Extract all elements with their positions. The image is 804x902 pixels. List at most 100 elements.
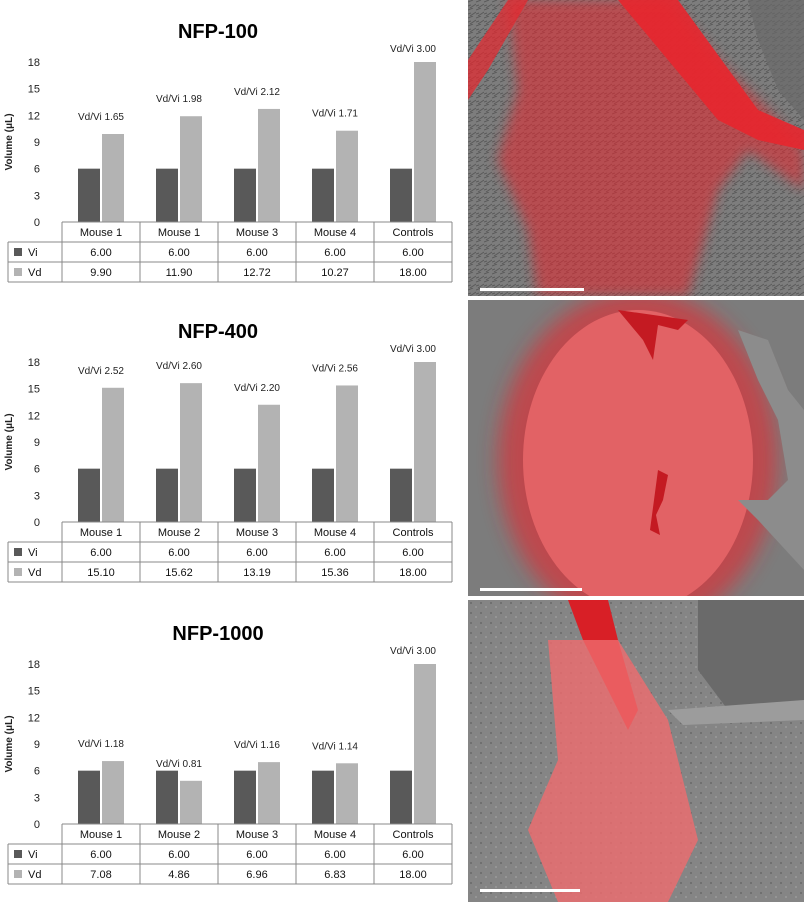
bar-vi [156,168,178,222]
chart-title: NFP-400 [178,321,258,343]
legend-swatch-vd [14,870,22,878]
table-cell-vd: 15.10 [87,567,115,579]
legend-label-vi: Vi [28,247,38,259]
bar-vd [102,134,124,222]
table-cell-vd: 15.36 [321,567,349,579]
bar-vd [102,387,124,522]
y-tick-label: 3 [34,190,40,202]
table-cell-vd: 4.86 [168,869,189,881]
y-tick-label: 3 [34,792,40,804]
ratio-annotation: Vd/Vi 2.52 [78,366,124,377]
bar-vd [414,664,436,824]
ratio-annotation: Vd/Vi 1.71 [312,109,358,120]
y-axis-label: Volume (μL) [4,413,15,470]
ratio-annotation: Vd/Vi 1.14 [312,741,358,752]
chart-panel-nfp-100: NFP-100 Volume (μL) 0 3 6 9 12 15 18 Vd/Vi 1.65 Vd… [0,0,462,300]
y-tick-label: 12 [28,110,40,122]
table-cell-vi: 6.00 [168,247,189,259]
bar-chart-nfp-400: NFP-400 Volume (μL) 0 3 6 9 12 15 18 Vd/Vi 2.52 Vd… [4,321,453,583]
y-tick-label: 12 [28,410,40,422]
bar-vd [180,383,202,522]
chart-title: NFP-100 [178,21,258,43]
legend-label-vi: Vi [28,849,38,861]
table-cell-vi: 6.00 [246,849,267,861]
ratio-annotation: Vd/Vi 1.65 [78,112,124,123]
bar-vi [156,770,178,824]
table-cell-vi: 6.00 [90,247,111,259]
ratio-annotation: Vd/Vi 3.00 [390,344,436,355]
x-tick-label: Mouse 3 [236,527,278,539]
table-cell-vd: 18.00 [399,267,427,279]
x-tick-label: Mouse 3 [236,829,278,841]
table-cell-vi: 6.00 [324,849,345,861]
legend-swatch-vi [14,850,22,858]
bar-vd [180,116,202,222]
x-tick-label: Mouse 4 [314,527,356,539]
table-cell-vi: 6.00 [90,547,111,559]
bar-vd [180,780,202,824]
y-tick-label: 6 [34,766,40,778]
x-tick-label: Mouse 2 [158,527,200,539]
legend-label-vd: Vd [28,267,41,279]
table-cell-vi: 6.00 [90,849,111,861]
y-tick-label: 9 [34,739,40,751]
y-tick-label: 9 [34,137,40,149]
bar-vi [78,770,100,824]
y-axis-label: Volume (μL) [4,715,15,772]
x-tick-label: Controls [393,227,434,239]
y-tick-label: 0 [34,819,40,831]
bar-vi [390,770,412,824]
x-tick-label: Mouse 1 [158,227,200,239]
ratio-annotation: Vd/Vi 1.98 [156,94,202,105]
bar-vi [312,168,334,222]
table-cell-vi: 6.00 [246,247,267,259]
micrograph-nfp-1000-image [468,600,804,902]
table-cell-vi: 6.00 [324,547,345,559]
table-cell-vd: 18.00 [399,567,427,579]
bar-vd [414,362,436,522]
y-tick-label: 6 [34,164,40,176]
bar-vd [336,130,358,222]
ratio-annotation: Vd/Vi 2.60 [156,361,202,372]
y-tick-label: 6 [34,464,40,476]
legend-label-vi: Vi [28,547,38,559]
table-cell-vd: 10.27 [321,267,349,279]
bar-vi [78,468,100,522]
y-tick-label: 18 [28,357,40,369]
bar-vi [78,168,100,222]
bar-vd [336,385,358,522]
micrograph-nfp-400 [468,300,804,596]
legend-swatch-vi [14,248,22,256]
legend-swatch-vi [14,548,22,556]
table-cell-vi: 6.00 [324,247,345,259]
ratio-annotation: Vd/Vi 3.00 [390,44,436,55]
x-tick-label: Mouse 1 [80,829,122,841]
ratio-annotation: Vd/Vi 0.81 [156,759,202,770]
bar-vd [258,762,280,824]
table-cell-vi: 6.00 [168,547,189,559]
y-tick-label: 0 [34,517,40,529]
bar-vd [258,404,280,522]
x-tick-label: Mouse 4 [314,227,356,239]
bar-vi [234,468,256,522]
bar-chart-nfp-100: NFP-100 Volume (μL) 0 3 6 9 12 15 18 Vd/Vi 1.65 Vd… [4,21,453,283]
bar-vd [336,763,358,824]
table-cell-vd: 12.72 [243,267,271,279]
micrograph-nfp-1000 [468,600,804,902]
legend-swatch-vd [14,568,22,576]
micrograph-nfp-400-image [468,300,804,596]
bar-vd [102,761,124,824]
bar-vi [390,468,412,522]
table-cell-vi: 6.00 [168,849,189,861]
ratio-annotation: Vd/Vi 1.16 [234,740,280,751]
ratio-annotation: Vd/Vi 2.20 [234,383,280,394]
x-tick-label: Controls [393,527,434,539]
chart-panel-nfp-1000: NFP-1000 Volume (μL) 0 3 6 9 12 15 18 Vd/Vi 1.18 V… [0,602,462,902]
y-tick-label: 18 [28,659,40,671]
table-cell-vd: 7.08 [90,869,111,881]
bar-vi [312,468,334,522]
table-cell-vi: 6.00 [246,547,267,559]
x-tick-label: Mouse 2 [158,829,200,841]
y-tick-label: 15 [28,384,40,396]
table-cell-vi: 6.00 [402,849,423,861]
